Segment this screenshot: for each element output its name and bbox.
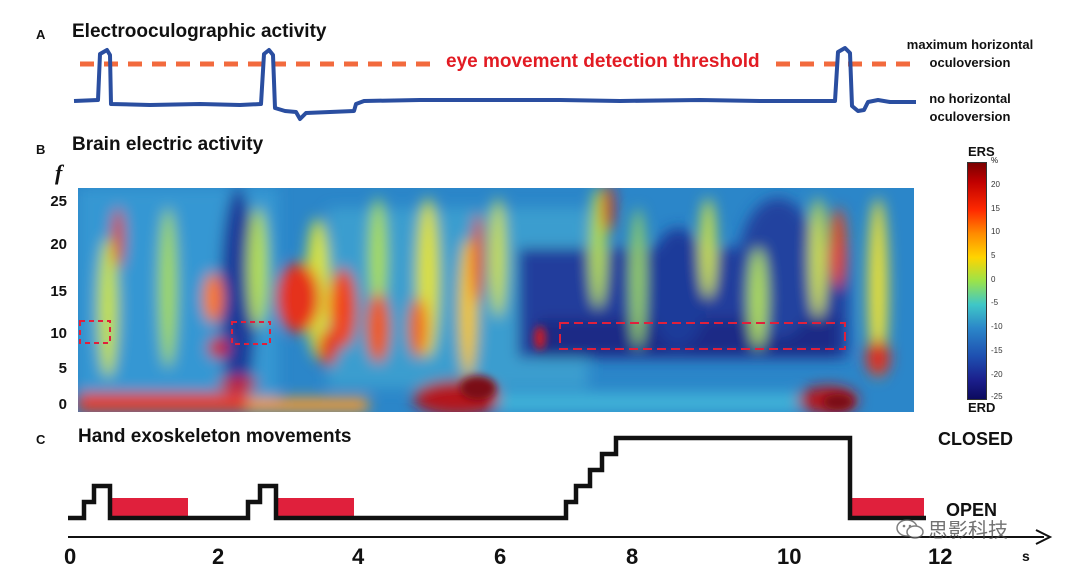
y-tick-15: 15 <box>50 283 67 300</box>
label-max-line1: maximum horizontal <box>906 37 1034 52</box>
cb-tick-minus20: -20 <box>991 370 1003 379</box>
y-tick-25: 25 <box>50 193 67 210</box>
threshold-label: eye movement detection threshold <box>438 51 768 73</box>
x-tick-4: 4 <box>352 544 365 569</box>
y-tick-20: 20 <box>50 236 67 253</box>
watermark: 思影科技 <box>896 514 1008 543</box>
x-tick-12: 12 <box>928 544 953 569</box>
exoskeleton-trace <box>68 435 926 521</box>
watermark-text: 思影科技 <box>928 518 1008 542</box>
cb-tick-0: 0 <box>991 275 996 284</box>
x-tick-10: 10 <box>777 544 802 569</box>
y-tick-10: 10 <box>50 325 67 342</box>
colorbar-bottom-label: ERD <box>968 400 996 415</box>
state-closed-label: CLOSED <box>938 429 1014 449</box>
label-none-line1: no horizontal <box>929 91 1011 106</box>
label-none-line2: oculoversion <box>929 109 1011 124</box>
label-no-oculoversion: no horizontal oculoversion <box>910 90 1030 126</box>
frequency-axis-label: f <box>55 160 63 185</box>
time-frequency-map <box>78 188 914 412</box>
cb-tick-5: 5 <box>991 251 996 260</box>
highlight-bar-3 <box>852 498 924 516</box>
roi-box-2 <box>231 321 271 345</box>
panel-b-title: Brain electric activity <box>72 134 264 155</box>
colorbar-top-label: ERS <box>968 144 995 159</box>
roi-box-3 <box>559 322 846 350</box>
time-axis-arrow-icon <box>1035 529 1053 545</box>
x-tick-8: 8 <box>626 544 639 569</box>
cb-tick-minus25: -25 <box>991 392 1003 401</box>
eog-trace <box>73 46 916 121</box>
x-tick-0: 0 <box>64 544 77 569</box>
state-open-label: OPEN <box>946 500 998 520</box>
panel-c-letter: C <box>36 432 46 447</box>
colorbar-unit: % <box>991 156 999 165</box>
cb-tick-10: 10 <box>991 227 1000 236</box>
label-max-line2: oculoversion <box>929 55 1011 70</box>
roi-box-1 <box>79 320 111 344</box>
cb-tick-20: 20 <box>991 180 1000 189</box>
cb-tick-15: 15 <box>991 204 1000 213</box>
panel-c-title: Hand exoskeleton movements <box>78 426 352 447</box>
highlight-bar-1 <box>112 498 188 516</box>
y-tick-5: 5 <box>58 360 67 377</box>
colorbar-ticks: 20 15 10 5 0 -5 -10 -15 -20 -25 <box>991 180 1021 401</box>
y-tick-0: 0 <box>58 396 67 413</box>
wechat-icon <box>896 518 924 539</box>
x-tick-6: 6 <box>494 544 507 569</box>
panel-b-letter: B <box>36 142 46 157</box>
cb-tick-minus15: -15 <box>991 346 1003 355</box>
cb-tick-minus5: -5 <box>991 298 999 307</box>
highlight-bar-2 <box>276 498 354 516</box>
x-tick-2: 2 <box>212 544 225 569</box>
colorbar <box>967 162 987 400</box>
time-axis-unit: s <box>1022 548 1030 564</box>
panel-a-letter: A <box>36 27 46 42</box>
cb-tick-minus10: -10 <box>991 322 1003 331</box>
panel-a-title: Electrooculographic activity <box>72 21 327 42</box>
label-max-oculoversion: maximum horizontal oculoversion <box>900 36 1040 72</box>
